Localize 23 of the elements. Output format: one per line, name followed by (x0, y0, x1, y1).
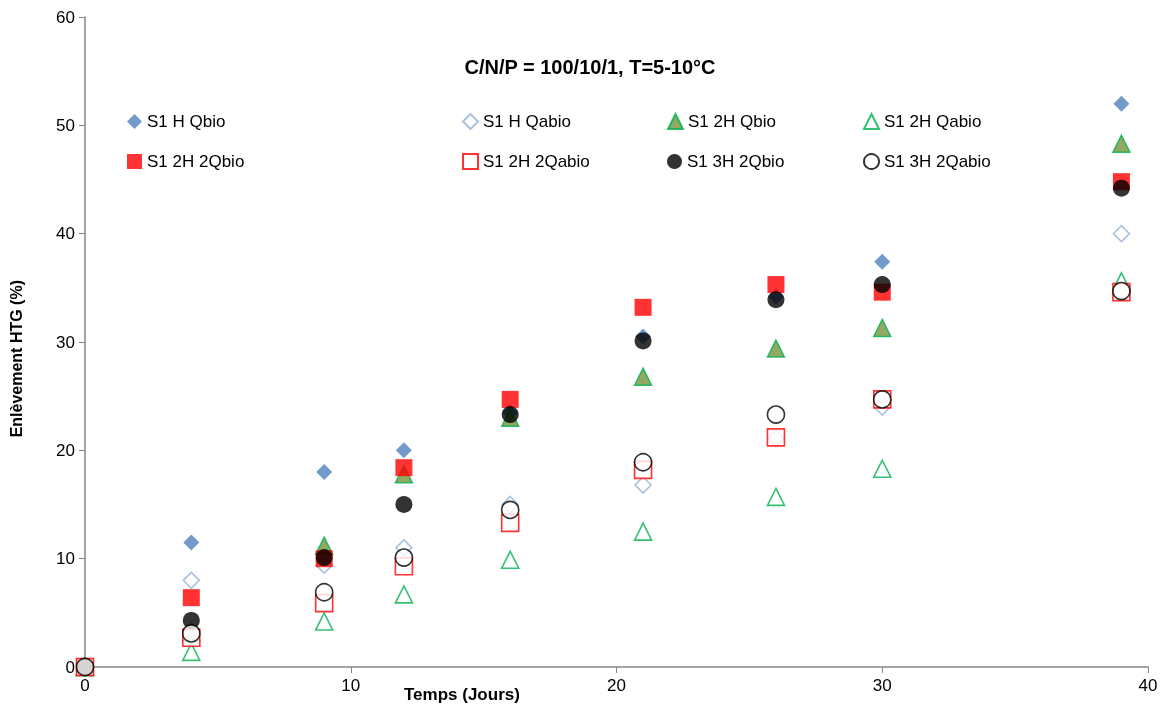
x-tick-label: 20 (607, 676, 626, 695)
y-tick-label: 50 (56, 115, 75, 135)
legend-label: S1 3H 2Qabio (884, 152, 991, 171)
legend-label: S1 2H 2Qabio (483, 152, 590, 171)
y-tick-label: 0 (65, 657, 75, 677)
legend-label: S1 2H Qbio (688, 112, 776, 131)
legend-label: S1 H Qabio (483, 112, 571, 131)
y-axis-title: Enlèvement HTG (%) (7, 280, 25, 438)
legend-label: S1 3H 2Qbio (687, 152, 785, 171)
x-tick-label: 30 (872, 676, 892, 695)
x-tick-label: 40 (1138, 676, 1158, 695)
legend-label: S1 2H Qabio (884, 112, 982, 131)
y-tick-label: 20 (56, 440, 75, 460)
x-tick-label: 0 (80, 676, 90, 695)
y-tick-label: 60 (56, 7, 75, 27)
x-tick-label: 10 (341, 676, 361, 695)
y-tick-label: 40 (56, 224, 75, 244)
y-tick-label: 10 (56, 549, 75, 569)
x-axis-title: Temps (Jours) (404, 685, 520, 704)
legend-label: S1 H Qbio (147, 112, 226, 131)
text: C/N/P = 100/10/1, T=5-10°C (464, 56, 716, 78)
y-tick-label: 30 (56, 332, 75, 352)
legend-label: S1 2H 2Qbio (147, 152, 245, 171)
